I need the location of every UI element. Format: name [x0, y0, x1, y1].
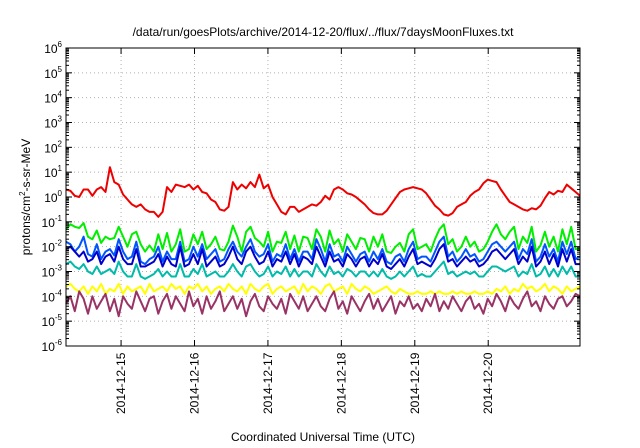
grid: [66, 48, 580, 346]
y-tick-label: 104: [44, 90, 62, 106]
x-tick-label: 2014-12-15: [114, 352, 128, 414]
x-axis: 2014-12-15 2014-12-16 2014-12-17 2014-12-18…: [114, 48, 495, 414]
data-series: [65, 166, 581, 318]
series-line-5: [65, 260, 580, 280]
y-tick-label: 10-1: [42, 214, 63, 230]
y-tick-label: 106: [44, 40, 62, 56]
y-tick-label: 10-6: [42, 338, 63, 354]
y-tick-label: 100: [44, 189, 62, 205]
y-tick-label: 105: [44, 65, 62, 81]
series-line-4: [65, 243, 580, 270]
y-tick-label: 10-2: [42, 239, 63, 255]
series-line-6: [65, 282, 581, 295]
series-line-2: [65, 222, 580, 254]
x-tick-label: 2014-12-18: [334, 352, 348, 414]
x-axis-label: Coordinated Universal Time (UTC): [231, 430, 415, 444]
y-tick-label: 101: [44, 164, 62, 180]
series-line-1: [65, 166, 581, 218]
x-tick-label: 2014-12-17: [261, 352, 275, 414]
y-axis-label: protons/cm2-s-sr-MeV: [18, 139, 33, 255]
chart-title: /data/run/goesPlots/archive/2014-12-20/f…: [133, 25, 515, 39]
x-tick-label: 2014-12-20: [481, 352, 495, 414]
y-tick-label: 10-5: [42, 313, 63, 329]
series-line-3: [65, 235, 581, 266]
y-tick-label: 10-3: [42, 264, 63, 280]
y-tick-label: 10-4: [42, 288, 63, 304]
series-line-7: [65, 290, 581, 318]
y-tick-label: 103: [44, 115, 62, 131]
x-tick-label: 2014-12-19: [408, 352, 422, 414]
x-tick-label: 2014-12-16: [188, 352, 202, 414]
y-axis: 10-6 10-5 10-4 10-3 10-2 10-1 100 101 102 103 104 1…: [42, 40, 580, 354]
y-tick-label: 102: [44, 139, 62, 155]
